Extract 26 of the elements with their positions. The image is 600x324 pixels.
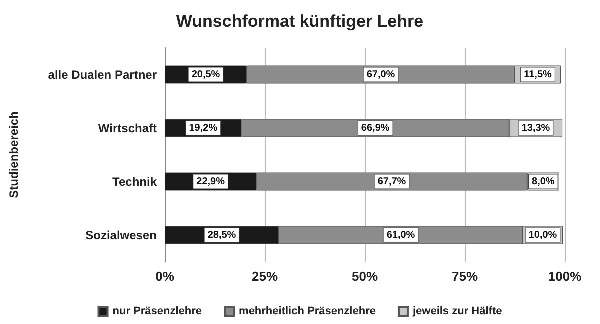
y-axis-title: Studienbereich	[7, 112, 21, 198]
x-tick-label: 75%	[452, 269, 478, 284]
data-label: 20,5%	[192, 69, 220, 80]
data-label: 8,0%	[532, 176, 555, 188]
data-label: 67,7%	[378, 176, 406, 188]
data-label: 19,2%	[189, 122, 218, 134]
x-tick-label: 0%	[156, 269, 175, 284]
legend-label: jeweils zur Hälfte	[412, 306, 502, 318]
x-tick-label: 25%	[252, 269, 278, 284]
data-label: 13,3%	[522, 122, 550, 134]
x-tick-label: 50%	[352, 269, 378, 284]
data-label: 61,0%	[386, 230, 416, 241]
y-tick-label: Wirtschaft	[98, 121, 157, 136]
data-label: 22,9%	[196, 176, 226, 188]
data-label: 66,9%	[361, 122, 390, 134]
data-label: 67,0%	[366, 69, 396, 80]
y-tick-label: Sozialwesen	[86, 228, 157, 242]
x-tick-label: 100%	[548, 269, 582, 284]
data-label: 11,5%	[524, 69, 552, 80]
legend-label: nur Präsenzlehre	[112, 306, 202, 318]
y-tick-label: Technik	[112, 174, 158, 189]
y-tick-label: alle Dualen Partner	[48, 68, 158, 82]
data-label: 28,5%	[208, 230, 236, 241]
legend-label: mehrheitlich Präsenzlehre	[239, 306, 376, 318]
chart-title: Wunschformat künftiger Lehre	[176, 12, 424, 31]
data-label: 10,0%	[528, 230, 558, 241]
